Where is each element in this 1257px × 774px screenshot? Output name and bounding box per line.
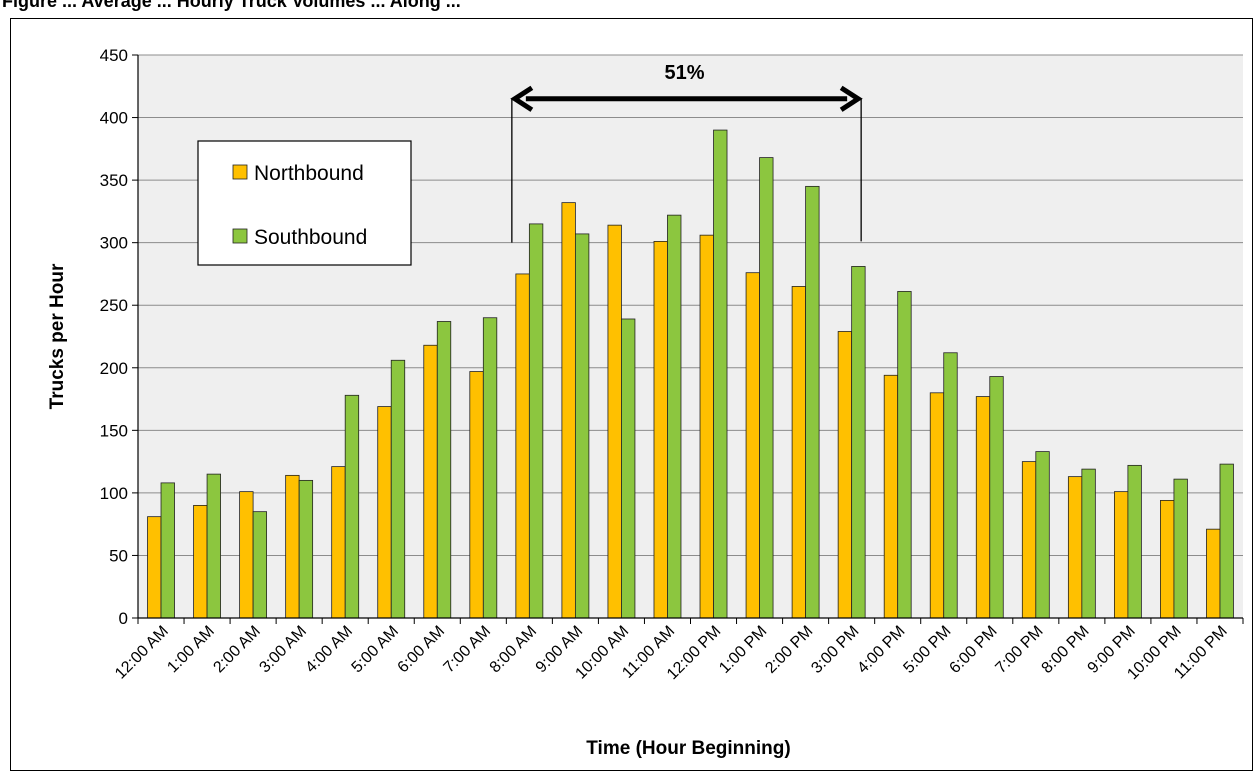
arrow-head-left: [510, 85, 534, 112]
bar-southbound: [1081, 468, 1096, 619]
x-tick-label: 1:00 PM: [716, 623, 770, 677]
legend-box: [197, 140, 412, 266]
bar-northbound: [469, 371, 484, 619]
gridlines: [138, 54, 1243, 556]
figure-caption-fragment: Figure ... Average ... Hourly Truck Volu…: [0, 0, 1257, 18]
x-tick-label: 7:00 PM: [992, 623, 1046, 677]
x-tick-label: 2:00 PM: [762, 623, 816, 677]
bar-southbound: [989, 376, 1004, 619]
legend-label-southbound: Southbound: [254, 226, 367, 249]
bar-southbound: [897, 291, 912, 619]
bar-southbound: [252, 511, 268, 619]
bar-southbound: [851, 266, 866, 619]
y-axis-ticks: 0 50 100 150 200 250 300 350 400 450: [100, 46, 138, 628]
bar-northbound: [331, 466, 346, 619]
bar-northbound: [1206, 528, 1221, 619]
axes: [137, 55, 1243, 619]
x-tick-label: 3:00 AM: [256, 623, 310, 677]
annotation-51-percent: 51%: [510, 62, 863, 243]
bar-northbound: [515, 273, 530, 619]
legend: Northbound Southbound: [197, 140, 412, 266]
legend-swatch-southbound: [232, 228, 248, 244]
x-tick-label: 4:00 AM: [302, 623, 356, 677]
y-tick-label: 200: [100, 359, 128, 378]
y-tick-label: 300: [100, 234, 128, 253]
bar-northbound: [193, 504, 208, 619]
bar-southbound: [1219, 463, 1234, 619]
bar-northbound: [285, 474, 300, 619]
bar-northbound: [377, 406, 392, 619]
bar-northbound: [929, 392, 945, 619]
x-tick-label: 1:00 AM: [164, 623, 218, 677]
bar-northbound: [883, 374, 899, 619]
legend-swatch-northbound: [232, 164, 248, 180]
bar-southbound: [298, 479, 314, 619]
bar-southbound: [482, 317, 498, 619]
y-tick-label: 150: [100, 421, 128, 440]
bar-northbound: [239, 491, 254, 619]
bar-northbound: [791, 286, 807, 619]
y-tick-label: 350: [100, 171, 128, 190]
x-tick-label: 5:00 PM: [900, 623, 954, 677]
x-tick-label: 2:00 AM: [210, 623, 264, 677]
bar-southbound: [160, 482, 175, 619]
bar-northbound: [607, 224, 622, 619]
x-tick-label: 3:00 PM: [808, 623, 862, 677]
y-axis-label: Trucks per Hour: [47, 263, 68, 409]
bar-northbound: [653, 241, 668, 619]
x-tick-label: 4:00 PM: [854, 623, 908, 677]
bar-southbound: [713, 129, 728, 619]
bar-northbound: [699, 234, 714, 619]
x-tick-label: 6:00 PM: [946, 623, 1000, 677]
chart-frame: 0 50 100 150 200 250 300 350 400 450 12:00 AM 1:00…: [10, 18, 1253, 771]
bar-southbound: [436, 321, 452, 619]
bar-northbound: [147, 516, 162, 619]
y-tick-label: 400: [100, 109, 128, 128]
x-tick-label: 6:00 AM: [395, 623, 449, 677]
x-tick-label: 12:00 AM: [112, 623, 172, 683]
x-tick-label: 8:00 AM: [487, 623, 541, 677]
bar-northbound: [975, 396, 991, 619]
bar-southbound: [1173, 478, 1188, 619]
y-tick-label: 450: [100, 46, 128, 65]
annotation-label: 51%: [664, 62, 704, 84]
bar-northbound: [1160, 499, 1175, 619]
bar-southbound: [621, 318, 636, 619]
figure-caption-text: Figure ... Average ... Hourly Truck Volu…: [2, 0, 461, 11]
bar-southbound: [943, 352, 958, 619]
bar-northbound: [1067, 476, 1083, 619]
bar-southbound: [805, 185, 820, 619]
x-axis-label: Time (Hour Beginning): [586, 738, 790, 759]
arrow-head-right: [839, 85, 863, 112]
bar-southbound: [1127, 464, 1142, 619]
bar-northbound: [837, 331, 853, 619]
bar-southbound: [1035, 451, 1050, 619]
bar-northbound: [1021, 461, 1037, 619]
series-northbound: [147, 202, 1221, 619]
x-tick-label: 8:00 PM: [1039, 623, 1093, 677]
bar-southbound: [390, 359, 406, 619]
bar-northbound: [1113, 491, 1129, 619]
x-tick-label: 5:00 AM: [349, 623, 403, 677]
x-axis-ticks: 12:00 AM1:00 AM2:00 AM3:00 AM4:00 AM5:00…: [112, 618, 1244, 683]
legend-label-northbound: Northbound: [254, 162, 364, 185]
y-tick-label: 250: [100, 296, 128, 315]
x-tick-label: 7:00 AM: [441, 623, 495, 677]
y-tick-label: 0: [119, 609, 128, 628]
bar-northbound: [423, 344, 438, 619]
bar-southbound: [206, 473, 221, 619]
bar-northbound: [561, 202, 576, 619]
y-tick-label: 50: [109, 546, 128, 565]
bar-southbound: [574, 233, 590, 619]
bar-southbound: [759, 157, 774, 619]
bar-northbound: [745, 272, 760, 619]
bar-southbound: [344, 394, 360, 619]
y-tick-label: 100: [100, 484, 128, 503]
bar-southbound: [528, 223, 544, 619]
bar-southbound: [667, 214, 682, 619]
